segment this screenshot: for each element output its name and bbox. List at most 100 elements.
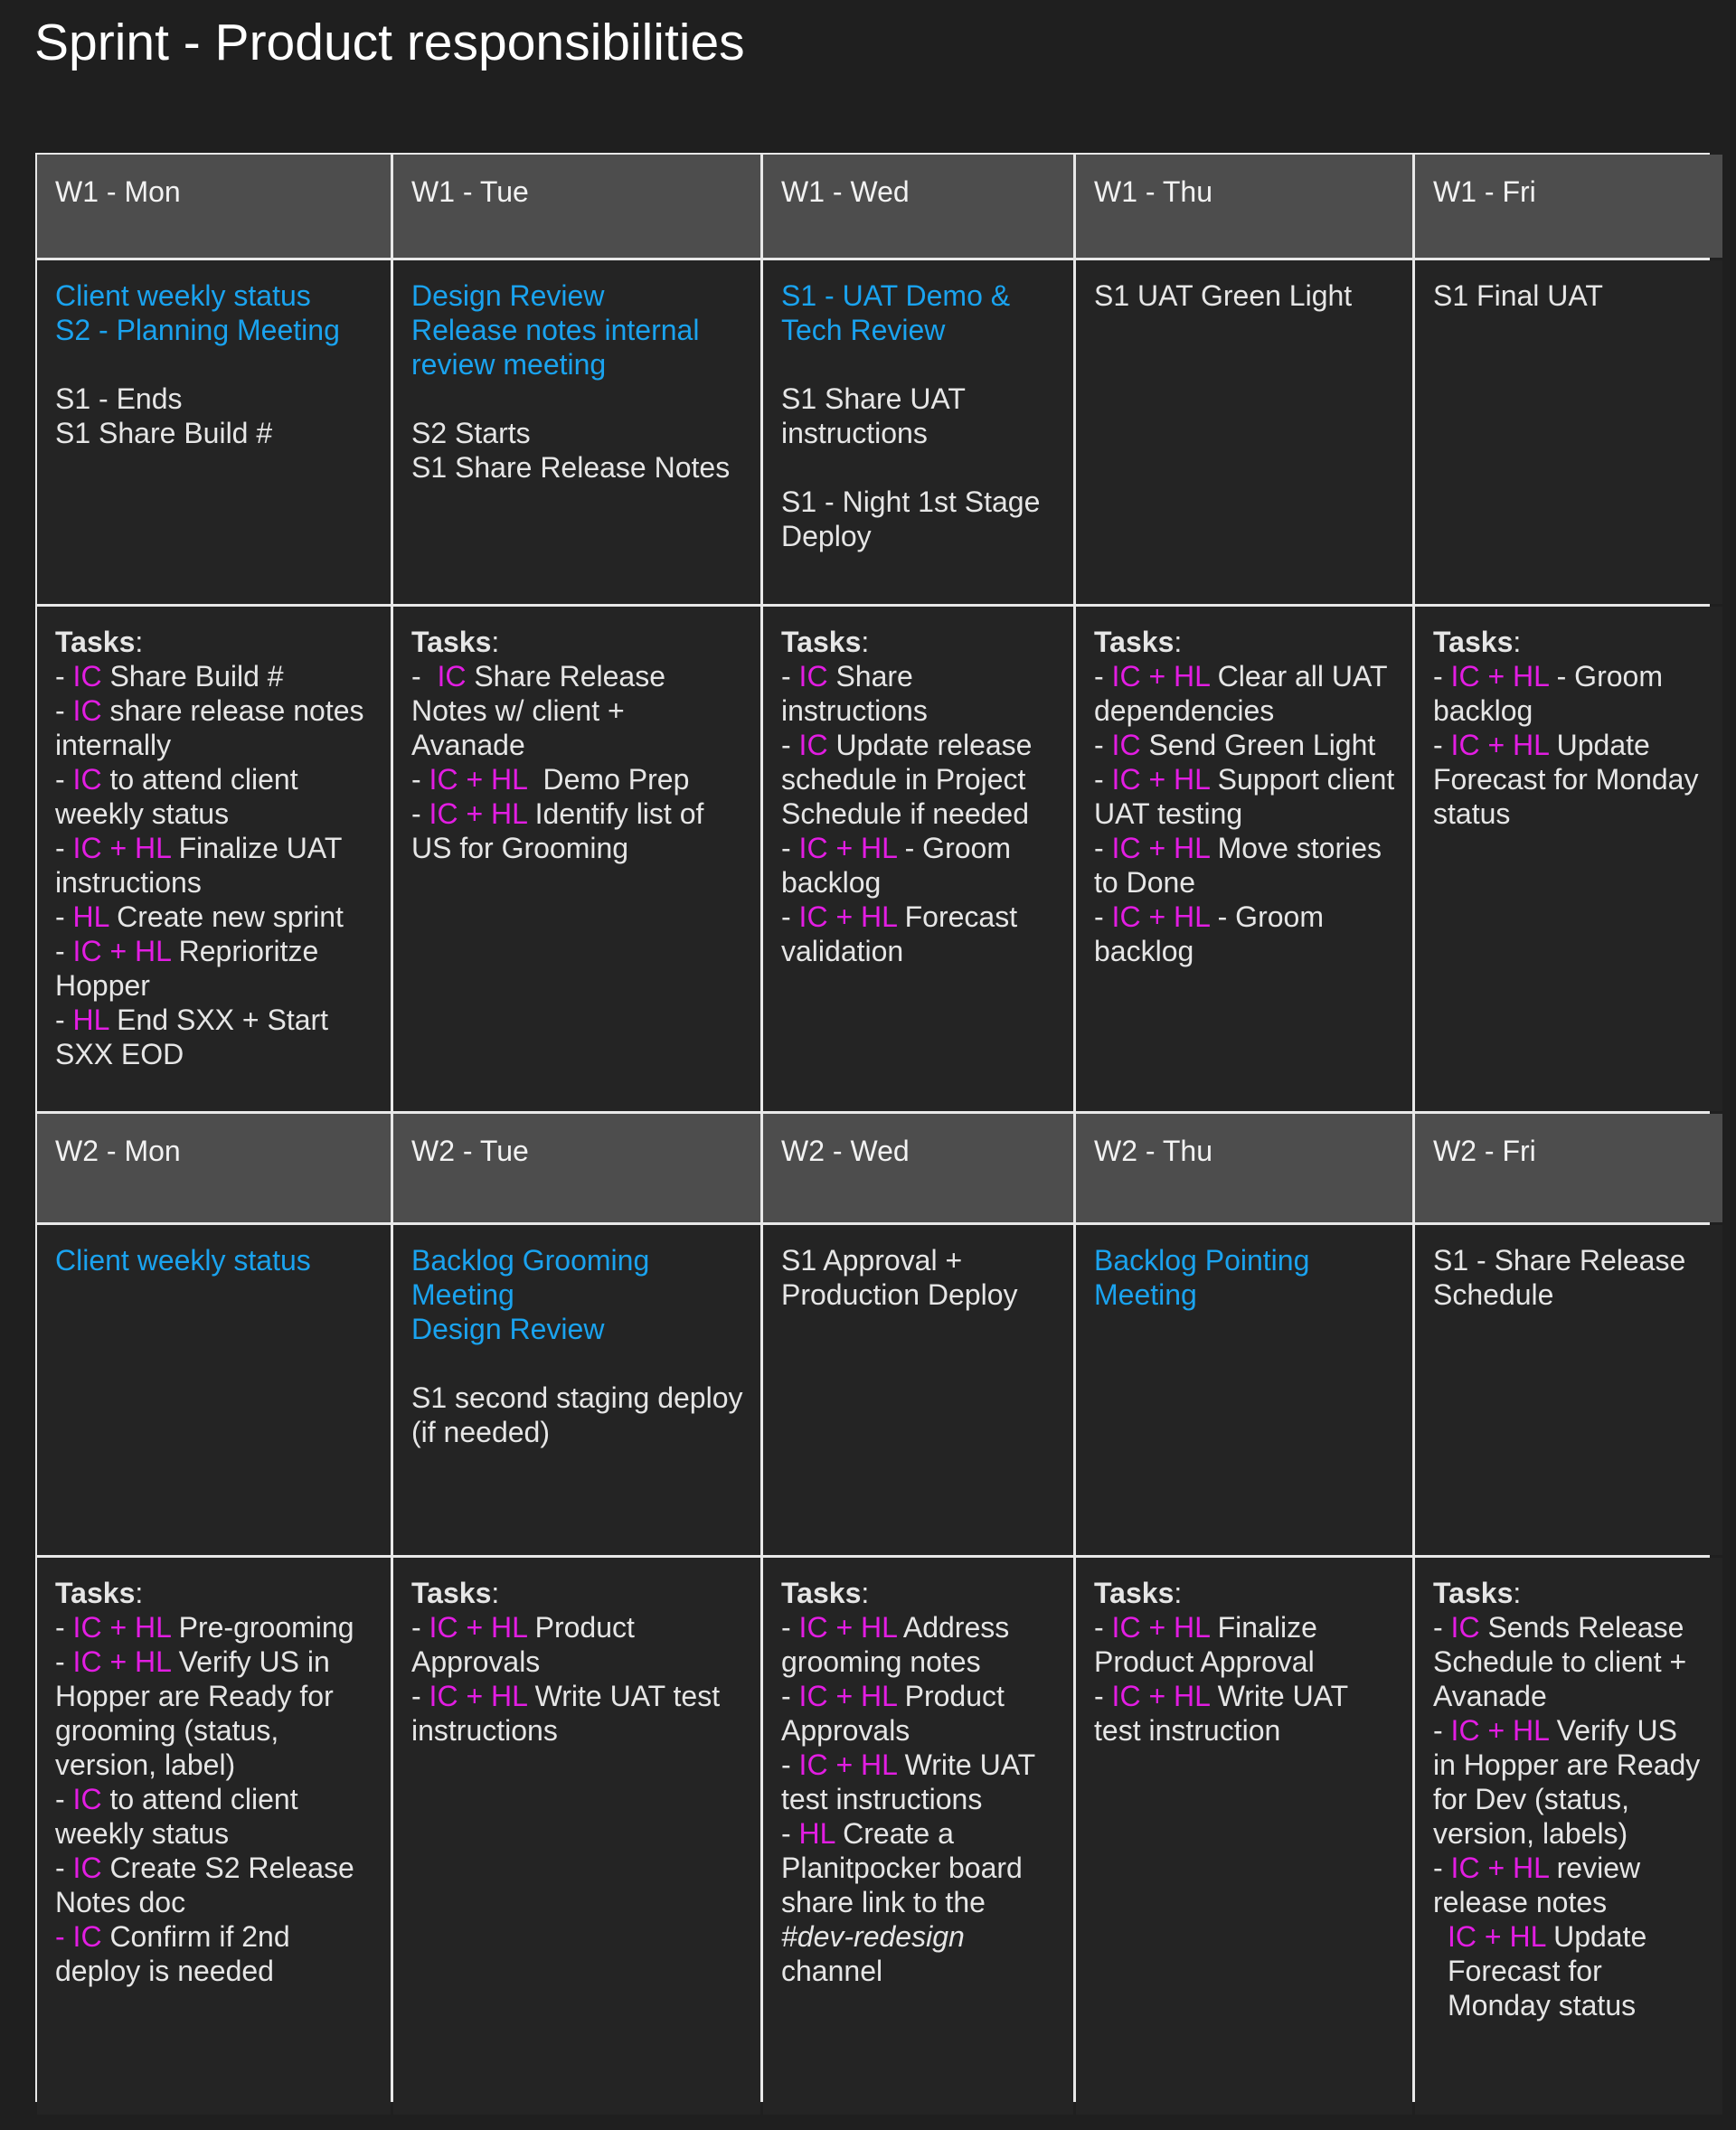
tasks-label: Tasks [1094, 626, 1175, 658]
task-text: Address grooming notes [781, 1611, 1018, 1678]
task-text: - [781, 900, 799, 933]
task-item: - IC + HL Product Approvals [781, 1679, 1057, 1748]
role-tag: IC + HL [798, 1611, 897, 1644]
tasks-colon: : [491, 626, 500, 658]
tasks-colon: : [861, 1577, 870, 1609]
task-item: - IC + HL Support client UAT testing [1094, 762, 1396, 831]
task-text: share release notes internally [55, 694, 373, 761]
role-tag: IC + HL [1111, 900, 1210, 933]
role-tag: IC + HL [1111, 832, 1210, 864]
task-item: - IC to attend client weekly status [55, 762, 374, 831]
task-item: - IC + HL Pre-grooming [55, 1610, 374, 1645]
task-item: - IC + HL Verify US in Hopper are Ready … [1433, 1713, 1706, 1851]
tasks-colon: : [1513, 626, 1522, 658]
tasks-label: Tasks [411, 626, 492, 658]
task-text: Finalize UAT instructions [55, 832, 350, 899]
task-text: Update Forecast for Monday status [1433, 729, 1707, 830]
task-text: Confirm if 2nd deploy is needed [55, 1920, 298, 1987]
tasks-cell: Tasks: - IC + HL Product Approvals - IC + … [393, 1558, 760, 2115]
tasks-cell: Tasks: - IC + HL - Groom backlog - IC + HL… [1415, 607, 1722, 1111]
tasks-label: Tasks [411, 1577, 492, 1609]
task-item: - IC Send Green Light [1094, 728, 1396, 762]
day-header: W2 - Fri [1415, 1114, 1722, 1222]
role-tag: IC [437, 660, 467, 693]
task-text: Finalize Product Approval [1094, 1611, 1326, 1678]
task-item: - IC + HL Move stories to Done [1094, 831, 1396, 900]
tasks-heading: Tasks: [411, 625, 744, 659]
events-cell: S1 Final UAT [1415, 260, 1722, 604]
tasks-cell: Tasks: - IC + HL Address grooming notes - … [763, 1558, 1073, 2115]
events-cell: Design Review Release notes internal revi… [393, 260, 760, 604]
tasks-heading: Tasks: [1433, 625, 1706, 659]
task-text: - Groom backlog [1433, 660, 1671, 727]
role-tag: HL [798, 1817, 835, 1850]
meeting-item: Backlog Pointing Meeting [1094, 1244, 1310, 1311]
task-item: - IC + HL - Groom backlog [1433, 659, 1706, 728]
task-item: - IC Confirm if 2nd deploy is needed [55, 1919, 374, 1988]
tasks-cell: Tasks: - IC Share instructions - IC Update… [763, 607, 1073, 1111]
events-cell: S1 Approval + Production Deploy [763, 1225, 1073, 1555]
task-text: - [55, 1645, 73, 1678]
task-text: Verify US in Hopper are Ready for Dev (s… [1433, 1714, 1709, 1850]
task-item: - IC + HL Clear all UAT dependencies [1094, 659, 1396, 728]
role-tag: IC + HL [1450, 660, 1549, 693]
role-tag: IC + HL [1450, 1852, 1549, 1884]
meeting-item: S1 - UAT Demo & Tech Review [781, 279, 1011, 346]
tasks-cell: Tasks: - IC + HL Pre-grooming - IC + HL Ve… [37, 1558, 391, 2115]
task-text: Sends Release Schedule to client + Avana… [1433, 1611, 1694, 1712]
milestone-item: S1 - Share Release Schedule [1433, 1244, 1686, 1311]
task-text: #dev-redesign [781, 1920, 965, 1953]
task-text: review release notes [1433, 1852, 1648, 1918]
role-tag: IC + HL [429, 797, 527, 830]
task-text: - [1094, 832, 1112, 864]
task-text: - [411, 1611, 429, 1644]
role-tag: IC [72, 1852, 102, 1884]
events-cell: Client weekly status S2 - Planning Meetin… [37, 260, 391, 604]
role-tag: HL [72, 1004, 109, 1036]
task-text: Demo Prep [526, 763, 690, 796]
task-text: - [55, 1852, 73, 1884]
task-text: - [1433, 1714, 1451, 1747]
task-item: - HL Create new sprint [55, 900, 374, 934]
role-tag: - IC [55, 1920, 102, 1953]
task-item: - IC Share Release Notes w/ client + Ava… [411, 659, 744, 762]
events-cell: Backlog Pointing Meeting [1076, 1225, 1412, 1555]
tasks-colon: : [1174, 626, 1183, 658]
milestone-item: S1 second staging deploy (if needed) [411, 1381, 743, 1448]
role-tag: IC + HL [72, 1611, 171, 1644]
tasks-colon: : [861, 626, 870, 658]
task-text: - [55, 935, 73, 967]
role-tag: IC + HL [72, 935, 171, 967]
meeting-item: Client weekly status [55, 1244, 311, 1277]
role-tag: IC [72, 694, 102, 727]
task-text: Write UAT test instruction [1094, 1680, 1356, 1747]
task-text: - [1094, 1611, 1112, 1644]
task-text: Write UAT test instructions [781, 1748, 1043, 1815]
role-tag: IC + HL [72, 1645, 171, 1678]
task-text: - [1433, 1611, 1451, 1644]
task-item: - IC + HL Identify list of US for Groomi… [411, 796, 744, 865]
task-text: - [411, 763, 429, 796]
task-text: - [781, 1611, 799, 1644]
task-text: - [55, 1611, 73, 1644]
task-item: - IC share release notes internally [55, 693, 374, 762]
role-tag: IC + HL [798, 900, 897, 933]
milestone-item: S1 Share Build # [55, 417, 273, 449]
milestone-item: S1 Final UAT [1433, 279, 1603, 312]
role-tag: IC [798, 660, 828, 693]
task-text: Product Approvals [411, 1611, 642, 1678]
tasks-cell: Tasks: - IC Share Release Notes w/ client… [393, 607, 760, 1111]
role-tag: IC + HL [1111, 1611, 1210, 1644]
sprint-schedule-table: W1 - Mon W1 - Tue W1 - Wed W1 - Thu W1 - Fri… [35, 153, 1722, 2115]
tasks-heading: Tasks: [55, 1576, 374, 1610]
meeting-item: Release notes internal review meeting [411, 314, 700, 381]
task-text: Share instructions [781, 660, 928, 727]
meeting-item: S2 - Planning Meeting [55, 314, 340, 346]
task-item: - IC + HL Forecast validation [781, 900, 1057, 968]
task-item: - IC + HL Finalize Product Approval [1094, 1610, 1396, 1679]
task-text: - [1433, 660, 1451, 693]
task-text: Update release schedule in Project Sched… [781, 729, 1041, 830]
milestone-item: S2 Starts [411, 417, 531, 449]
task-text: - [1094, 729, 1112, 761]
task-item: - IC Share Build # [55, 659, 374, 693]
